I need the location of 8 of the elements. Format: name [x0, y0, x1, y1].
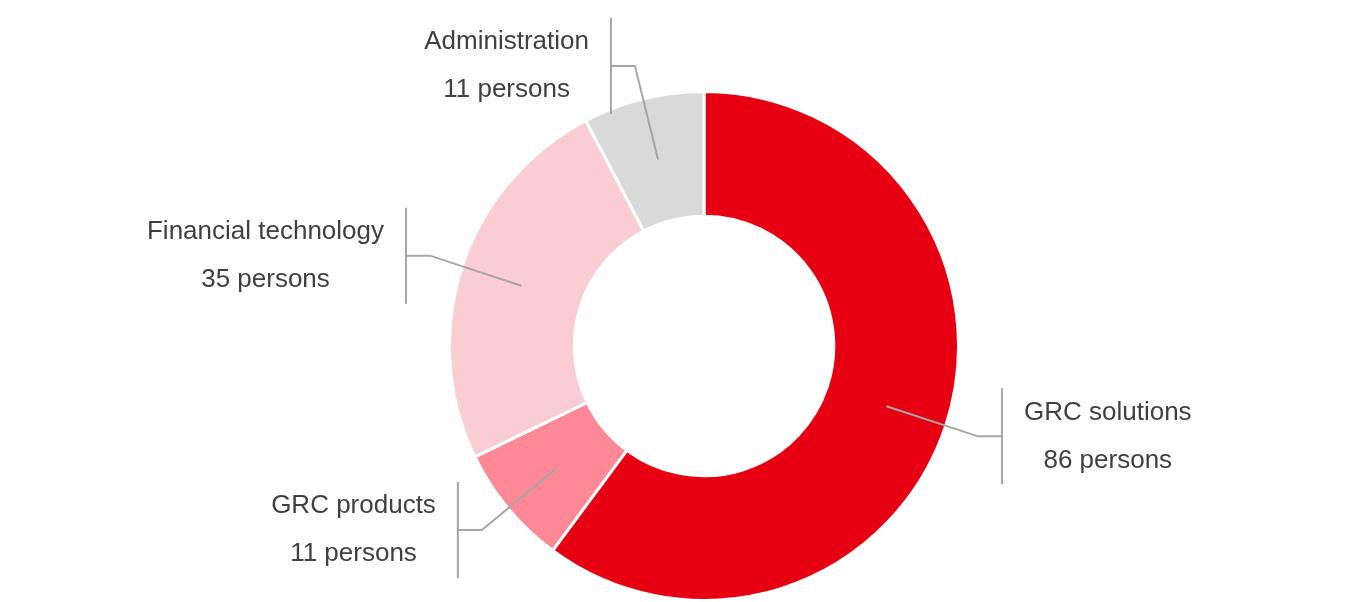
data-label: 11 persons — [443, 73, 570, 104]
data-label: 11 persons — [290, 537, 417, 568]
slice-label: Financial technology — [146, 214, 385, 245]
slice-label: Administration — [424, 25, 589, 56]
slice-label: GRC solutions — [1023, 395, 1192, 426]
data-label: 86 persons — [1043, 443, 1173, 474]
data-label: 35 persons — [201, 262, 330, 293]
slice-label: GRC products — [271, 489, 436, 520]
